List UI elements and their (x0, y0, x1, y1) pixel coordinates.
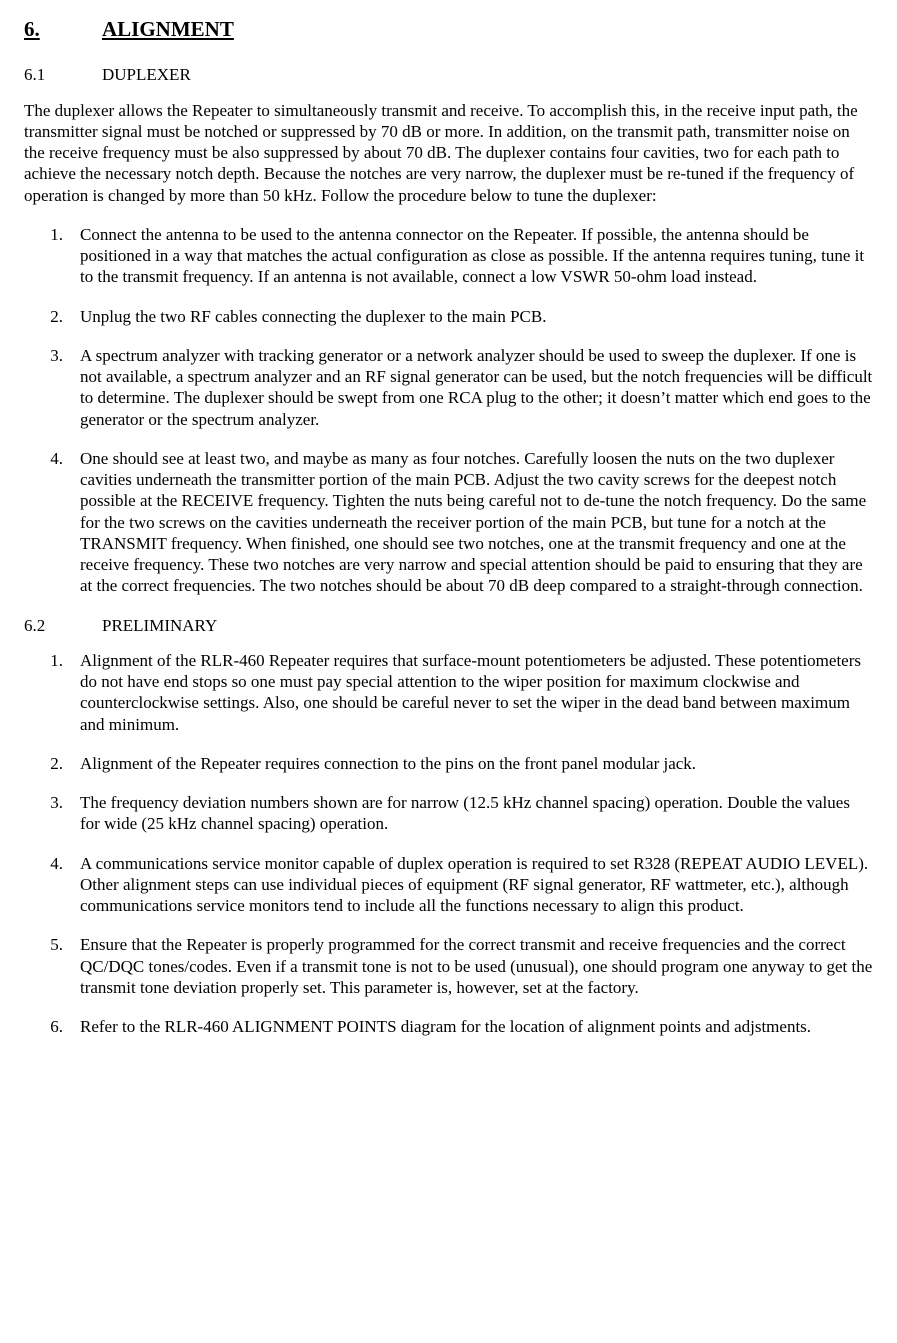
duplexer-steps-list: Connect the antenna to be used to the an… (24, 224, 873, 597)
subsection-heading-preliminary: 6.2 PRELIMINARY (24, 615, 873, 636)
subheading-title: PRELIMINARY (102, 615, 217, 636)
subheading-number: 6.2 (24, 615, 102, 636)
subheading-title: DUPLEXER (102, 64, 191, 85)
list-item: Refer to the RLR-460 ALIGNMENT POINTS di… (80, 1016, 873, 1037)
list-item: Alignment of the Repeater requires conne… (80, 753, 873, 774)
list-item: One should see at least two, and maybe a… (80, 448, 873, 597)
subheading-number: 6.1 (24, 64, 102, 85)
list-item: A communications service monitor capable… (80, 853, 873, 917)
heading-title: ALIGNMENT (102, 16, 234, 42)
list-item: Alignment of the RLR-460 Repeater requir… (80, 650, 873, 735)
document-page: 6. ALIGNMENT 6.1 DUPLEXER The duplexer a… (0, 0, 897, 1079)
duplexer-intro-paragraph: The duplexer allows the Repeater to simu… (24, 100, 873, 206)
heading-number: 6. (24, 16, 102, 42)
list-item: The frequency deviation numbers shown ar… (80, 792, 873, 835)
list-item: Connect the antenna to be used to the an… (80, 224, 873, 288)
list-item: Unplug the two RF cables connecting the … (80, 306, 873, 327)
section-heading-alignment: 6. ALIGNMENT (24, 16, 873, 42)
preliminary-steps-list: Alignment of the RLR-460 Repeater requir… (24, 650, 873, 1038)
subsection-heading-duplexer: 6.1 DUPLEXER (24, 64, 873, 85)
list-item: Ensure that the Repeater is properly pro… (80, 934, 873, 998)
list-item: A spectrum analyzer with tracking genera… (80, 345, 873, 430)
